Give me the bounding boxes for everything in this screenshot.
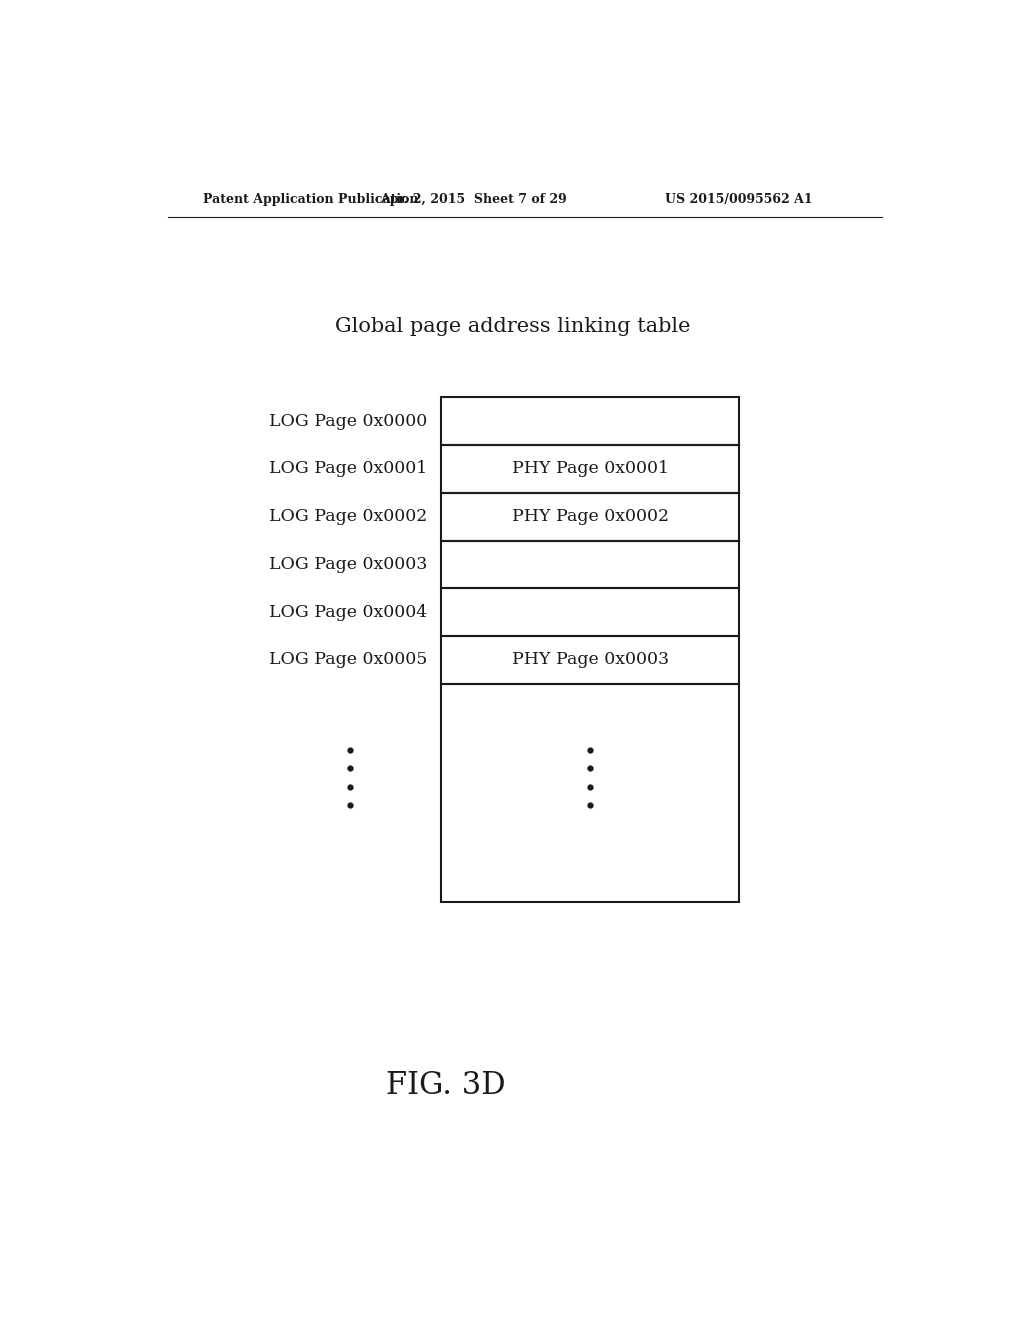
Text: PHY Page 0x0002: PHY Page 0x0002 xyxy=(512,508,669,525)
Text: Global page address linking table: Global page address linking table xyxy=(335,317,690,335)
Text: LOG Page 0x0004: LOG Page 0x0004 xyxy=(269,603,427,620)
Text: LOG Page 0x0002: LOG Page 0x0002 xyxy=(269,508,427,525)
Text: Apr. 2, 2015  Sheet 7 of 29: Apr. 2, 2015 Sheet 7 of 29 xyxy=(380,193,566,206)
Text: PHY Page 0x0001: PHY Page 0x0001 xyxy=(512,461,669,478)
Text: FIG. 3D: FIG. 3D xyxy=(386,1069,505,1101)
Text: LOG Page 0x0003: LOG Page 0x0003 xyxy=(269,556,427,573)
Text: US 2015/0095562 A1: US 2015/0095562 A1 xyxy=(666,193,813,206)
Text: LOG Page 0x0000: LOG Page 0x0000 xyxy=(269,413,427,429)
Text: LOG Page 0x0001: LOG Page 0x0001 xyxy=(269,461,427,478)
Text: PHY Page 0x0003: PHY Page 0x0003 xyxy=(512,652,669,668)
Text: Patent Application Publication: Patent Application Publication xyxy=(204,193,419,206)
Text: LOG Page 0x0005: LOG Page 0x0005 xyxy=(269,652,427,668)
